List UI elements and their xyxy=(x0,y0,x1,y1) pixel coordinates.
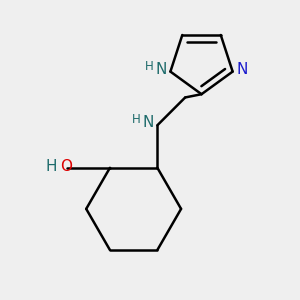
Text: H: H xyxy=(145,60,154,73)
Text: O: O xyxy=(60,159,72,174)
Text: H: H xyxy=(132,113,140,126)
Text: N: N xyxy=(237,62,248,77)
Text: H: H xyxy=(45,159,57,174)
Text: N: N xyxy=(142,115,154,130)
Text: N: N xyxy=(156,62,167,77)
